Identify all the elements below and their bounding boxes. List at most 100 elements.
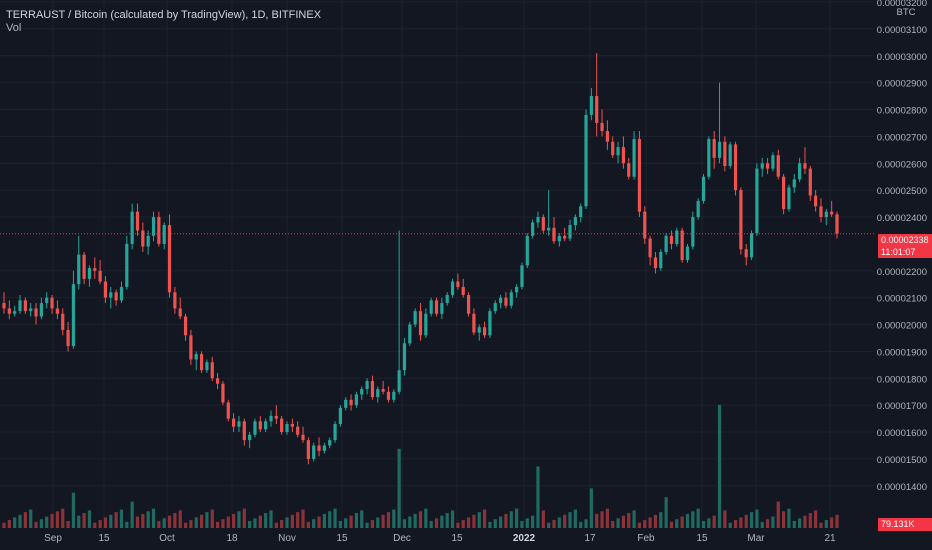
candle-body	[808, 168, 812, 196]
volume-bar	[627, 513, 631, 528]
candle-body	[45, 297, 49, 304]
candle-body	[717, 141, 722, 158]
candle-body	[835, 214, 839, 234]
candle-body	[691, 217, 695, 247]
volume-indicator-label[interactable]: Vol	[6, 22, 22, 34]
volume-bar	[392, 509, 396, 528]
volume-bar	[659, 512, 663, 528]
candle-body	[477, 327, 481, 333]
volume-bar	[173, 513, 177, 528]
volume-bar	[98, 520, 102, 528]
time-tick-label: Nov	[278, 533, 296, 544]
current-price-value: 0.00002338	[881, 235, 929, 245]
candle-body	[162, 225, 166, 244]
candle-body	[621, 147, 626, 164]
candle-body	[536, 217, 540, 223]
time-tick-label: 18	[226, 533, 238, 544]
time-tick-label: Sep	[44, 533, 62, 544]
volume-bar	[616, 518, 620, 528]
current-price-badge: 0.00002338 11:01:07	[878, 234, 932, 258]
candle-body	[285, 423, 289, 433]
volume-bar	[280, 520, 284, 528]
volume-bar	[146, 511, 150, 528]
candle-body	[547, 227, 551, 231]
candle-body	[760, 163, 764, 169]
volume-bar	[135, 516, 140, 528]
volume-bar	[210, 509, 214, 528]
volume-bar	[157, 520, 161, 528]
candle-body	[440, 303, 444, 314]
candle-body	[338, 407, 343, 424]
candle-body	[787, 187, 791, 209]
candle-body	[739, 190, 743, 250]
candle-body	[765, 163, 770, 169]
candle-body	[13, 311, 17, 314]
candle-body	[456, 281, 460, 287]
volume-bar	[531, 515, 535, 528]
volume-bar	[103, 517, 108, 528]
volume-bar	[312, 519, 316, 528]
volume-bars	[2, 404, 839, 528]
symbol-title[interactable]: TERRAUST / Bitcoin (calculated by Tradin…	[6, 9, 322, 21]
volume-bar	[669, 521, 674, 528]
candle-body	[723, 141, 727, 166]
volume-bar	[611, 520, 615, 528]
candle-body	[7, 308, 11, 314]
volume-bar	[541, 510, 545, 528]
volume-bar	[605, 508, 609, 528]
candle-body	[429, 300, 433, 314]
candle-body	[418, 311, 423, 336]
candle-body	[632, 139, 636, 177]
volume-bar	[482, 509, 487, 528]
candle-body	[595, 96, 599, 123]
volume-bar	[787, 508, 791, 528]
candle-body	[707, 139, 711, 177]
price-tick-label: 0.00001500	[877, 455, 927, 466]
volume-bar	[413, 513, 417, 528]
price-tick-label: 0.00002600	[877, 159, 927, 170]
volume-bar	[830, 517, 834, 528]
volume-bar	[739, 517, 743, 528]
volume-bar	[269, 510, 273, 528]
volume-bar	[87, 510, 92, 528]
volume-bar	[429, 520, 433, 528]
candle-body	[744, 249, 748, 258]
volume-bar	[573, 509, 577, 528]
candle-body	[125, 243, 129, 287]
volume-bar	[114, 512, 118, 528]
volume-bar	[23, 512, 27, 528]
candle-body	[611, 141, 615, 156]
candle-body	[680, 230, 684, 261]
volume-bar	[792, 520, 796, 528]
time-tick-label: 21	[824, 533, 836, 544]
candle-body	[269, 415, 273, 422]
candle-body	[397, 370, 401, 392]
candle-body	[280, 418, 284, 433]
candle-body	[509, 292, 513, 306]
candle-body	[189, 335, 193, 360]
candle-body	[157, 217, 161, 244]
price-tick-label: 0.00003200	[877, 0, 927, 9]
volume-bar	[34, 521, 38, 528]
candle-body	[119, 286, 124, 301]
candle-body	[312, 445, 316, 459]
volume-bar	[7, 520, 11, 528]
time-tick-label: Oct	[159, 533, 175, 544]
candle-body	[296, 426, 300, 435]
volume-bar	[397, 448, 401, 528]
candle-body	[814, 195, 818, 207]
volume-bar	[13, 517, 17, 528]
candle-body	[408, 324, 412, 344]
volume-bar	[701, 520, 706, 528]
price-tick-label: 0.00002500	[877, 186, 927, 197]
volume-bar	[183, 522, 188, 528]
volume-bar	[253, 518, 257, 528]
volume-bar	[760, 521, 764, 528]
candle-body	[82, 254, 86, 279]
time-tick-label: 15	[336, 533, 348, 544]
time-scale-ticks: Sep 15 Oct 18 Nov 15 Dec 15 2022 17 Feb 15 Mar 21	[44, 533, 836, 544]
candle-body	[589, 96, 593, 115]
volume-bar	[199, 514, 204, 528]
volume-bar	[205, 512, 209, 528]
